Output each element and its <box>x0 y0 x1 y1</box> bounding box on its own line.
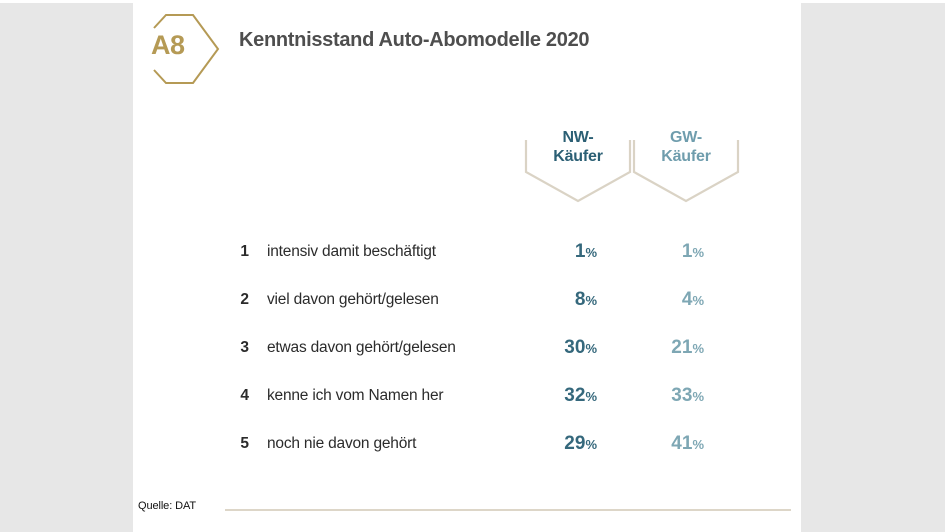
value-gw: 33% <box>671 385 704 406</box>
column-label: NW- Käufer <box>553 129 603 165</box>
value-gw: 41% <box>671 433 704 454</box>
row-label: intensiv damit beschäftigt <box>267 243 436 260</box>
badge-chevron-icon <box>153 14 220 84</box>
value-gw: 1% <box>681 241 704 262</box>
column-bracket-icon <box>524 140 632 203</box>
percent-sign: % <box>692 341 704 356</box>
figure-card: A8 Kenntnisstand Auto-Abomodelle 2020 NW… <box>133 0 801 532</box>
figure-badge: A8 <box>147 6 229 90</box>
percent-sign: % <box>585 341 597 356</box>
column-label: GW- Käufer <box>661 129 711 165</box>
value-nw: 1% <box>574 241 597 262</box>
table-row: 2 viel davon gehört/gelesen 8% 4% <box>133 276 801 324</box>
percent-sign: % <box>585 437 597 452</box>
percent-sign: % <box>585 293 597 308</box>
column-bracket-icon <box>632 140 740 203</box>
percent-sign: % <box>692 389 704 404</box>
percent-sign: % <box>585 389 597 404</box>
row-number: 4 <box>240 387 249 404</box>
row-number: 3 <box>240 339 249 356</box>
table-row: 3 etwas davon gehört/gelesen 30% 21% <box>133 324 801 372</box>
percent-sign: % <box>692 437 704 452</box>
percent-sign: % <box>692 245 704 260</box>
value-nw: 29% <box>564 433 597 454</box>
table-row: 4 kenne ich vom Namen her 32% 33% <box>133 372 801 420</box>
page-title: Kenntnisstand Auto-Abomodelle 2020 <box>239 29 590 51</box>
row-label: noch nie davon gehört <box>267 435 417 452</box>
row-label: etwas davon gehört/gelesen <box>267 339 456 356</box>
value-nw: 8% <box>574 289 597 310</box>
percent-sign: % <box>692 293 704 308</box>
value-gw: 4% <box>681 289 704 310</box>
table-row: 1 intensiv damit beschäftigt 1% 1% <box>133 228 801 276</box>
column-header-gw-kaeufer: GW- Käufer <box>632 126 740 210</box>
figure-number: A8 <box>151 30 185 60</box>
row-number: 2 <box>240 291 249 308</box>
column-header-nw-kaeufer: NW- Käufer <box>524 126 632 210</box>
value-nw: 30% <box>564 337 597 358</box>
percent-sign: % <box>585 245 597 260</box>
data-rows: 1 intensiv damit beschäftigt 1% 1% 2 vie… <box>133 228 801 468</box>
row-label: viel davon gehört/gelesen <box>267 291 439 308</box>
row-number: 5 <box>240 435 249 452</box>
value-nw: 32% <box>564 385 597 406</box>
row-number: 1 <box>240 243 249 260</box>
row-label: kenne ich vom Namen her <box>267 387 444 404</box>
table-row: 5 noch nie davon gehört 29% 41% <box>133 420 801 468</box>
source-note: Quelle: DAT <box>138 500 196 512</box>
value-gw: 21% <box>671 337 704 358</box>
footer-rule <box>225 509 791 511</box>
